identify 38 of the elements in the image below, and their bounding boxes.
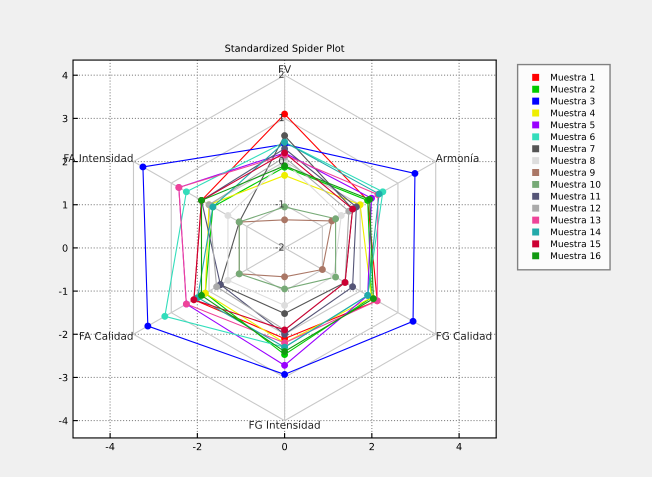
legend-label: Muestra 3 [551, 98, 595, 104]
chart-title: Standardized Spider Plot [225, 44, 344, 54]
legend-label: Muestra 15 [551, 240, 600, 248]
text: -3 [58, 374, 68, 382]
spoke-label: FG Intensidad [250, 420, 320, 429]
text: -4 [106, 443, 114, 450]
legend-label: Muestra 4 [551, 110, 595, 116]
legend-label: Muestra 7 [551, 145, 595, 152]
text: -1 [58, 288, 68, 295]
legend-label: Muestra 14 [551, 228, 601, 236]
legend-label: Muestra 10 [551, 180, 600, 188]
text: 4 [456, 443, 462, 450]
spoke-label: FA Calidad [80, 332, 133, 340]
y-tick-label: -2 [275, 243, 284, 251]
legend-label: Muestra 5 [551, 122, 594, 128]
legend-label: Muestra 11 [551, 192, 600, 200]
text: -2 [192, 442, 202, 450]
text: -4 [58, 417, 68, 424]
text: 4 [62, 72, 68, 79]
legend-label: Muestra 9 [551, 168, 595, 176]
text: -2 [58, 330, 68, 338]
text: 0 [62, 244, 68, 252]
legend-label: Muestra 16 [551, 252, 600, 260]
legend-label: Muestra 2 [551, 86, 594, 93]
spoke-label: FG Calidad [436, 332, 492, 340]
spoke-label: FV [279, 65, 292, 73]
legend-label: Muestra 6 [551, 133, 595, 140]
text: 1 [63, 201, 68, 208]
legend-label: Muestra 12 [551, 204, 600, 212]
legend-label: Muestra 1 [551, 74, 594, 81]
y-tick-label: 0 [279, 157, 284, 164]
spoke-label: Armonía [436, 154, 478, 162]
legend-label: Muestra 13 [551, 216, 600, 224]
text: 3 [62, 114, 68, 122]
legend-label: Muestra 8 [551, 157, 595, 164]
text: 2 [369, 442, 374, 450]
y-tick-label: -1 [275, 200, 284, 208]
y-tick-label: 2 [279, 70, 284, 78]
